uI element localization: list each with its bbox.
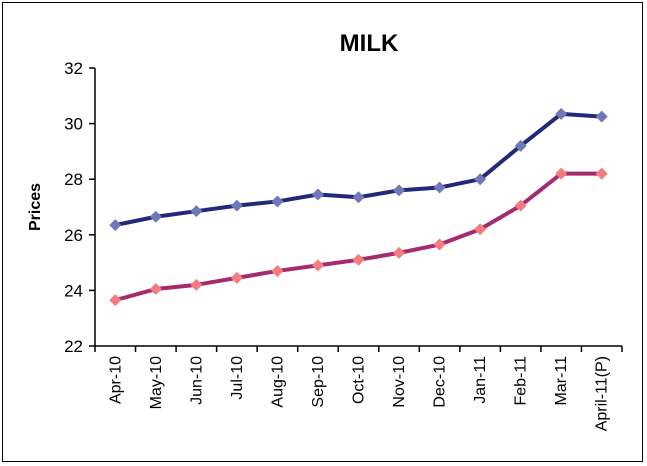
series-1-point <box>230 199 243 212</box>
series-2-point <box>393 246 406 259</box>
y-tick-label: 32 <box>64 59 83 78</box>
series-2-point <box>190 278 203 291</box>
series-1-point <box>352 191 365 204</box>
series-2-point <box>514 199 527 212</box>
series-1-point <box>149 210 162 223</box>
series-1-point <box>595 110 608 123</box>
y-tick-label: 28 <box>64 170 83 189</box>
series-1-line <box>114 111 602 228</box>
series-1-point <box>271 195 284 208</box>
x-tick-label: Apr-10 <box>107 356 124 404</box>
series-2-point <box>109 294 122 307</box>
x-tick-label: Jul-10 <box>229 356 246 400</box>
series-2-point <box>311 259 324 272</box>
x-tick-label: Aug-10 <box>269 356 286 408</box>
series-lines <box>114 111 602 303</box>
series-2-point <box>474 223 487 236</box>
series-1-point <box>393 184 406 197</box>
series-1-point <box>109 219 122 232</box>
series-markers <box>109 107 608 307</box>
series-1-point <box>433 181 446 194</box>
series-2-point <box>352 253 365 266</box>
series-1-point <box>555 107 568 120</box>
x-tick-label: Mar-11 <box>553 356 570 406</box>
y-tick-label: 26 <box>64 226 83 245</box>
series-1-point <box>474 173 487 186</box>
x-tick-label: Nov-10 <box>391 356 408 408</box>
series-2-point <box>230 271 243 284</box>
y-tick-label: 30 <box>64 115 83 134</box>
series-1-point <box>514 139 527 152</box>
series-2-point <box>271 264 284 277</box>
chart-title: MILK <box>340 30 399 57</box>
x-tick-label: Dec-10 <box>432 356 449 408</box>
y-tick-label: 24 <box>64 281 83 300</box>
series-1-point <box>190 205 203 218</box>
y-tick-label: 22 <box>64 337 83 356</box>
x-tick-label: Feb-11 <box>513 356 530 406</box>
chart-frame <box>2 2 643 462</box>
x-tick-label: April-11(P) <box>594 356 611 431</box>
y-axis-label: Prices <box>27 183 44 231</box>
axes: 22 24 26 28 30 32 Apr-10 May-10 Jun-10 Jul-10 Aug-… <box>64 59 623 431</box>
series-1-point <box>311 188 324 201</box>
x-tick-label: Sep-10 <box>310 356 327 408</box>
x-tick-label: May-10 <box>148 356 165 409</box>
series-2-point <box>433 238 446 251</box>
series-2-point <box>595 167 608 180</box>
series-2-point <box>149 283 162 296</box>
x-tick-label: Jun-10 <box>188 356 205 405</box>
series-2-point <box>555 167 568 180</box>
x-tick-label: Oct-10 <box>351 356 368 404</box>
x-tick-label: Jan-11 <box>472 356 489 404</box>
